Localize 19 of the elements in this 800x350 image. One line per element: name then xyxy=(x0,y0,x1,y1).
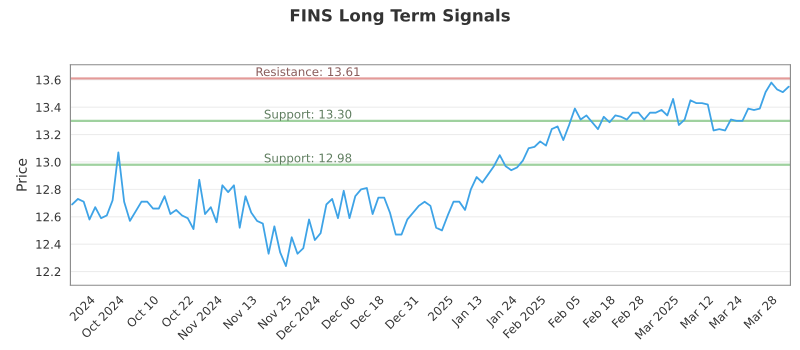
y-tick-label: 12.2 xyxy=(36,267,60,276)
ref-line-label: Support: 12.98 xyxy=(264,154,352,165)
y-axis-title: Price xyxy=(16,158,27,191)
x-tick-label: Mar 28 xyxy=(743,294,778,329)
x-tick-label: Dec 31 xyxy=(384,295,419,330)
y-tick-label: 13.4 xyxy=(36,102,61,112)
x-tick-label: Oct 10 xyxy=(126,294,159,328)
y-tick-label: 12.8 xyxy=(36,185,61,194)
y-tick-label: 13.2 xyxy=(36,130,60,140)
y-tick-label: 12.6 xyxy=(36,212,61,222)
x-tick-label: Feb 05 xyxy=(548,295,581,328)
chart-title: FINS Long Term Signals xyxy=(290,8,510,26)
ref-line-label: Support: 13.30 xyxy=(264,110,352,121)
line-series xyxy=(71,82,790,267)
y-tick-label: 12.4 xyxy=(36,240,61,249)
y-tick-label: 13.6 xyxy=(36,76,61,84)
ref-line-label: Resistance: 13.61 xyxy=(256,67,360,76)
y-tick-label: 13.0 xyxy=(36,158,61,167)
x-tick-label: Nov 13 xyxy=(222,295,258,330)
